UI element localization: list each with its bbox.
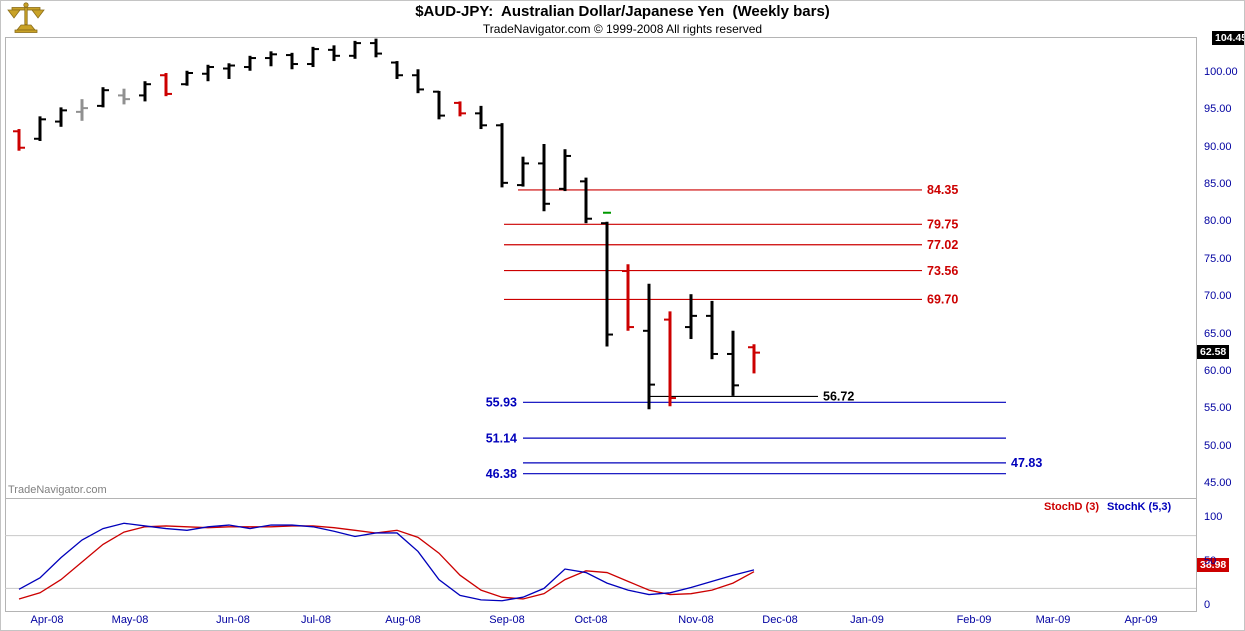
level-label: 84.35 xyxy=(927,183,958,197)
time-axis-label: Aug-08 xyxy=(385,614,421,626)
stoch-axis-label: 100 xyxy=(1204,511,1223,523)
time-axis-label: Feb-09 xyxy=(956,614,992,626)
price-axis-label: 90.00 xyxy=(1204,140,1232,153)
time-axis-label: Mar-09 xyxy=(1035,614,1071,626)
chart-top-border xyxy=(5,37,1197,38)
price-axis-label: 60.00 xyxy=(1204,364,1232,377)
chart-copyright: TradeNavigator.com © 1999-2008 All right… xyxy=(482,22,763,36)
time-axis[interactable]: Apr-08 May-08 Jun-08 Jul-08 Aug-08 Sep-08 Oct-… xyxy=(1,613,1244,630)
time-axis-label: Jun-08 xyxy=(216,614,250,626)
scale-top-badge: 104.45 xyxy=(1212,31,1244,45)
last-price-badge: 62.58 xyxy=(1197,345,1230,359)
price-axis-label: 100.00 xyxy=(1204,66,1238,78)
price-chart-canvas[interactable]: 84.35 79.75 77.02 73.56 69.70 56.72 55.93 51.14… xyxy=(5,37,1196,498)
price-axis-label: 50.00 xyxy=(1204,439,1232,452)
chart-bottom-border xyxy=(5,611,1197,612)
level-label: 47.83 xyxy=(1011,456,1042,470)
level-label: 46.38 xyxy=(486,467,517,481)
time-axis-label: Oct-08 xyxy=(574,614,608,626)
level-label: 77.02 xyxy=(927,238,958,252)
stoch-axis-label: 0 xyxy=(1204,599,1211,611)
stoch-series-line xyxy=(18,525,755,600)
legend-stochk[interactable]: StochK (5,3) xyxy=(1107,501,1172,513)
level-label: 55.93 xyxy=(486,396,517,410)
right-price-axis[interactable]: 100.00 95.00 90.00 85.00 80.00 75.00 70.00 65.0… xyxy=(1197,1,1244,630)
price-axis-label: 95.00 xyxy=(1204,103,1232,116)
level-label: 69.70 xyxy=(927,293,958,307)
chart-left-border xyxy=(5,37,6,612)
price-axis-label: 45.00 xyxy=(1204,476,1232,489)
price-axis-label: 70.00 xyxy=(1204,290,1232,303)
time-axis-label: Jul-08 xyxy=(301,614,331,626)
price-axis-label: 85.00 xyxy=(1204,178,1232,191)
level-label: 73.56 xyxy=(927,264,958,278)
panel-divider xyxy=(5,498,1197,499)
chart-right-border xyxy=(1196,37,1197,612)
price-axis-label: 55.00 xyxy=(1204,402,1232,415)
gold-scales-icon xyxy=(7,2,45,33)
stoch-series-line xyxy=(18,522,755,602)
level-label: 51.14 xyxy=(486,431,517,445)
legend-stochd[interactable]: StochD (3) xyxy=(1044,501,1099,513)
level-label: 79.75 xyxy=(927,218,958,232)
price-axis-label: 75.00 xyxy=(1204,252,1232,265)
price-axis-label: 80.00 xyxy=(1204,215,1232,228)
price-axis-label: 65.00 xyxy=(1204,327,1232,340)
time-axis-label: Nov-08 xyxy=(678,614,714,626)
stoch-axis-label: 50 xyxy=(1204,555,1217,567)
time-axis-label: Apr-08 xyxy=(30,614,64,626)
chart-title: $AUD-JPY: Australian Dollar/Japanese Yen… xyxy=(415,3,830,20)
time-axis-label: Sep-08 xyxy=(489,614,525,626)
level-label: 56.72 xyxy=(823,390,854,404)
stochastic-panel-canvas[interactable] xyxy=(5,498,1196,611)
time-axis-label: May-08 xyxy=(111,614,149,626)
time-axis-label: Dec-08 xyxy=(762,614,798,626)
stoch-value-badge: 38.98 xyxy=(1197,558,1230,572)
time-axis-label: Jan-09 xyxy=(850,614,884,626)
time-axis-label: Apr-09 xyxy=(1124,614,1158,626)
watermark: TradeNavigator.com xyxy=(8,484,107,496)
